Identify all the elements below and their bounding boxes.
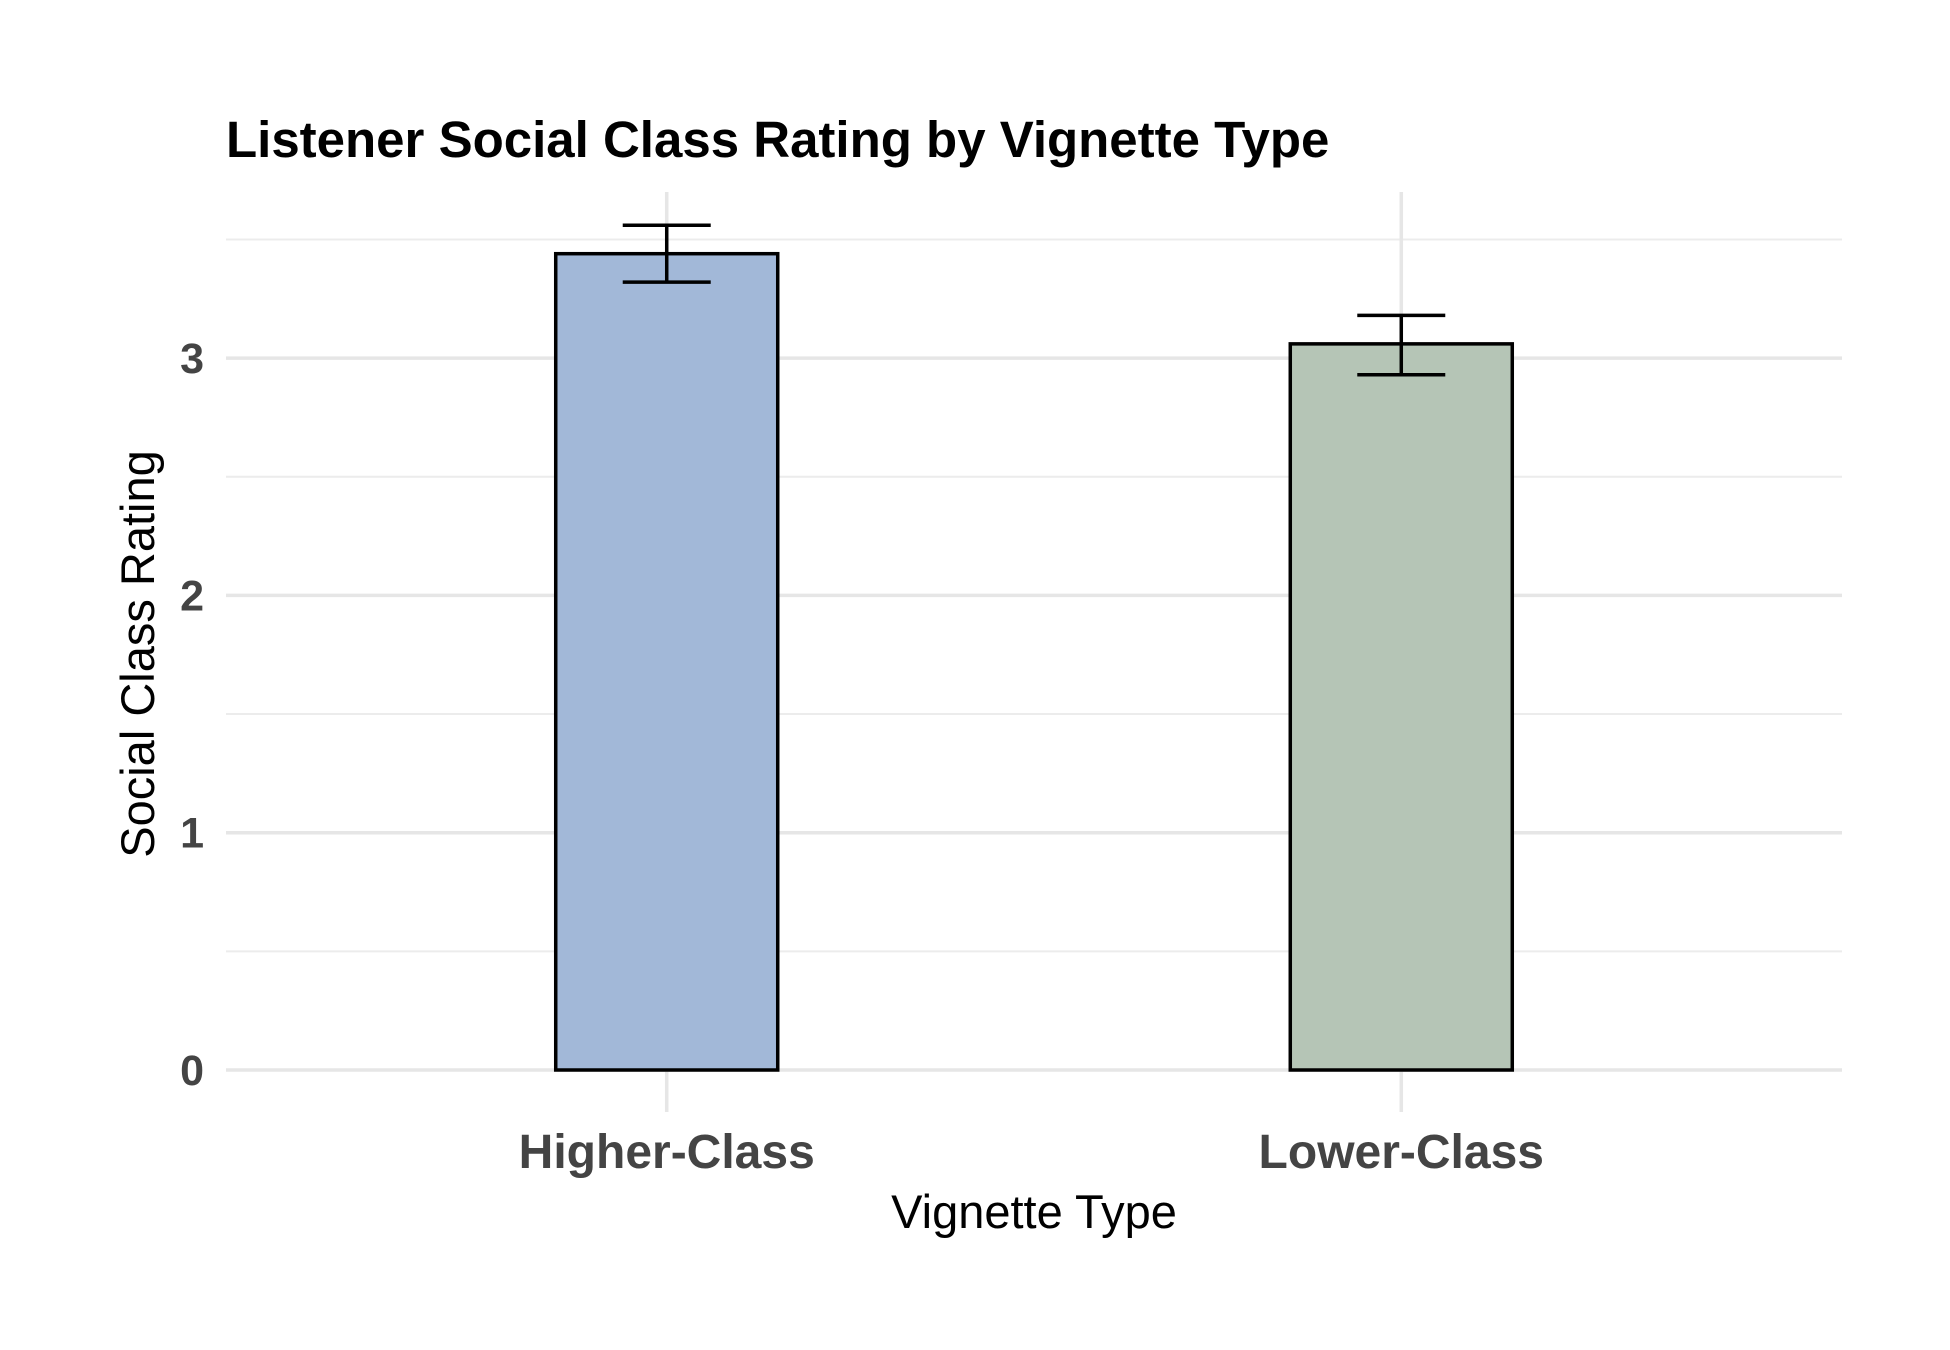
x-tick-label: Higher-Class [519, 1126, 815, 1179]
y-tick-labels: 0 1 2 3 [180, 335, 204, 1095]
bar-lower-class [1288, 342, 1515, 1072]
y-tick-label: 0 [180, 1047, 204, 1095]
y-tick-label: 1 [180, 810, 204, 858]
error-bar [1357, 313, 1446, 377]
error-bar [622, 223, 711, 284]
x-axis-label: Vignette Type [891, 1185, 1177, 1238]
chart-title: Listener Social Class Rating by Vignette… [226, 111, 1329, 168]
x-tick-label: Lower-Class [1259, 1126, 1544, 1179]
y-tick-label: 2 [180, 572, 204, 620]
x-tick-labels: Higher-Class Lower-Class [519, 1126, 1544, 1179]
error-bars [622, 223, 1446, 377]
y-axis-label: Social Class Rating [111, 450, 164, 858]
bar-higher-class [553, 251, 780, 1072]
grid [226, 192, 1842, 1112]
y-tick-label: 3 [180, 335, 204, 383]
